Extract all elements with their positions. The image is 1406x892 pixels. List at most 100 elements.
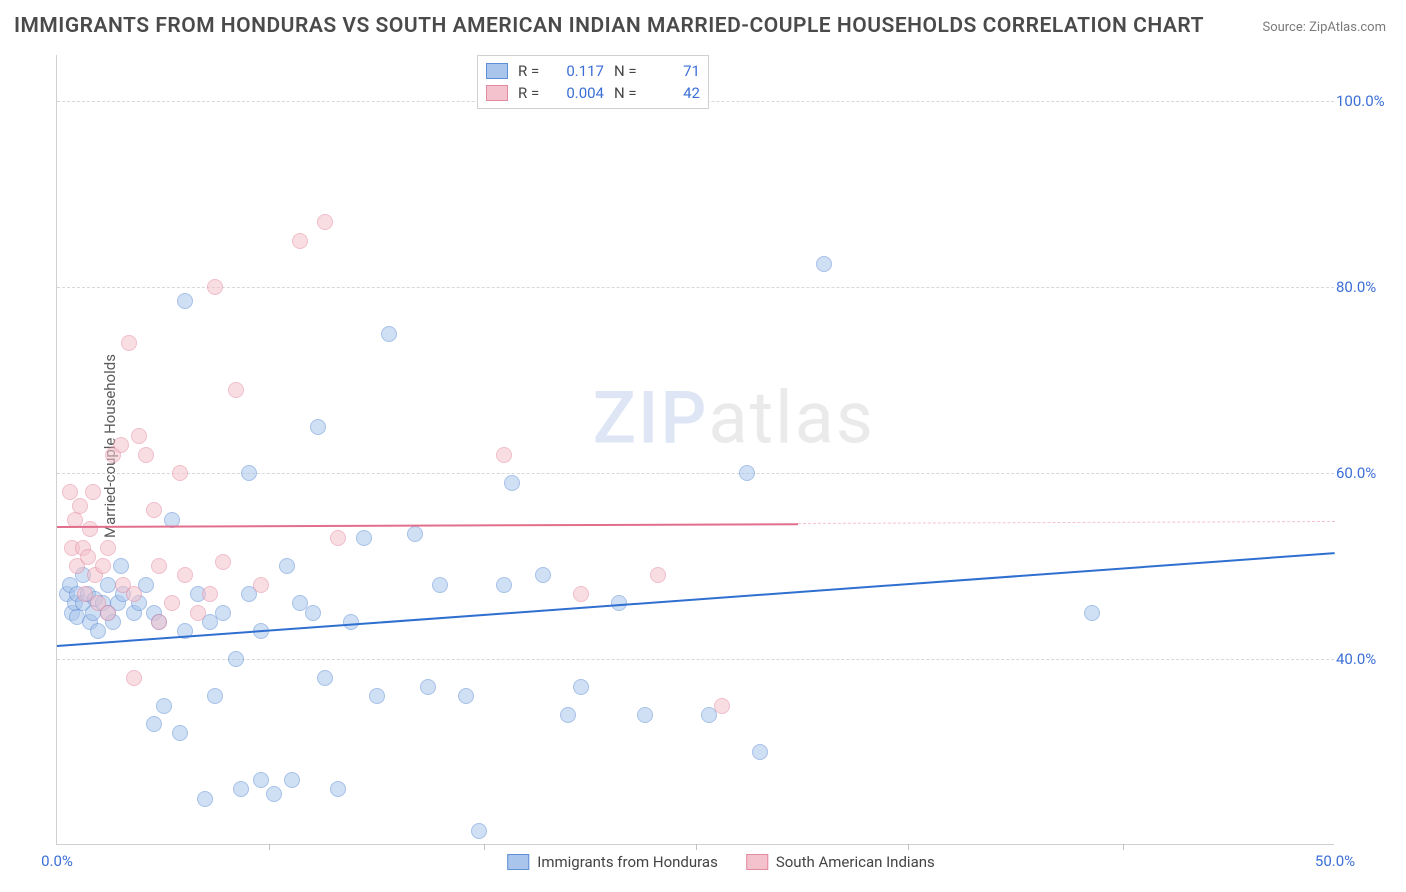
data-point	[330, 530, 346, 546]
legend-label: South American Indians	[776, 853, 935, 871]
data-point	[356, 530, 372, 546]
legend-row: R = 0.004 N = 42	[486, 82, 700, 104]
data-point	[113, 558, 129, 574]
legend-swatch	[486, 63, 508, 79]
data-point	[190, 605, 206, 621]
data-point	[1084, 605, 1100, 621]
legend-r-label: R =	[518, 82, 548, 104]
data-point	[207, 279, 223, 295]
data-point	[496, 447, 512, 463]
data-point	[207, 688, 223, 704]
data-point	[172, 465, 188, 481]
data-point	[233, 781, 249, 797]
data-point	[458, 688, 474, 704]
data-point	[138, 447, 154, 463]
data-point	[317, 214, 333, 230]
x-tick-mark	[1123, 844, 1124, 850]
data-point	[62, 484, 78, 500]
legend-swatch	[507, 854, 529, 870]
x-tick-label: 0.0%	[41, 852, 73, 870]
data-point	[131, 428, 147, 444]
legend-item: South American Indians	[746, 853, 935, 871]
data-point	[177, 293, 193, 309]
data-point	[343, 614, 359, 630]
legend-r-value: 0.117	[558, 60, 604, 82]
data-point	[305, 605, 321, 621]
data-point	[146, 502, 162, 518]
data-point	[752, 744, 768, 760]
data-point	[164, 595, 180, 611]
source-attribution: Source: ZipAtlas.com	[1262, 20, 1386, 35]
x-tick-mark	[269, 844, 270, 850]
data-point	[253, 772, 269, 788]
data-point	[637, 707, 653, 723]
watermark: ZIPatlas	[593, 375, 875, 460]
data-point	[504, 475, 520, 491]
data-point	[202, 586, 218, 602]
gridline-h	[57, 659, 1334, 660]
data-point	[172, 725, 188, 741]
data-point	[197, 791, 213, 807]
data-point	[284, 772, 300, 788]
data-point	[90, 623, 106, 639]
y-tick-label: 100.0%	[1336, 92, 1386, 110]
correlation-legend: R = 0.117 N = 71R = 0.004 N = 42	[477, 55, 709, 109]
data-point	[228, 651, 244, 667]
data-point	[126, 586, 142, 602]
legend-label: Immigrants from Honduras	[537, 853, 718, 871]
x-tick-mark	[696, 844, 697, 850]
data-point	[317, 670, 333, 686]
data-point	[100, 540, 116, 556]
legend-n-label: N =	[614, 82, 644, 104]
data-point	[381, 326, 397, 342]
data-point	[85, 484, 101, 500]
data-point	[156, 698, 172, 714]
data-point	[215, 554, 231, 570]
data-point	[215, 605, 231, 621]
data-point	[310, 419, 326, 435]
data-point	[72, 498, 88, 514]
data-point	[95, 558, 111, 574]
x-tick-mark	[908, 844, 909, 850]
data-point	[121, 335, 137, 351]
legend-n-value: 42	[654, 82, 700, 104]
legend-r-value: 0.004	[558, 82, 604, 104]
data-point	[151, 558, 167, 574]
data-point	[407, 526, 423, 542]
data-point	[292, 233, 308, 249]
y-tick-label: 60.0%	[1336, 464, 1386, 482]
legend-item: Immigrants from Honduras	[507, 853, 718, 871]
data-point	[82, 521, 98, 537]
legend-n-value: 71	[654, 60, 700, 82]
data-point	[739, 465, 755, 481]
data-point	[369, 688, 385, 704]
data-point	[432, 577, 448, 593]
series-legend: Immigrants from Honduras South American I…	[507, 853, 935, 871]
data-point	[816, 256, 832, 272]
data-point	[330, 781, 346, 797]
data-point	[560, 707, 576, 723]
data-point	[241, 465, 257, 481]
x-tick-mark	[484, 844, 485, 850]
data-point	[471, 823, 487, 839]
legend-r-label: R =	[518, 60, 548, 82]
data-point	[266, 786, 282, 802]
gridline-h	[57, 287, 1334, 288]
scatter-plot: ZIPatlas R =0.117N =71R =0.004N =42 40.0…	[56, 55, 1334, 845]
chart-title: IMMIGRANTS FROM HONDURAS VS SOUTH AMERIC…	[14, 14, 1204, 38]
data-point	[279, 558, 295, 574]
y-tick-label: 80.0%	[1336, 278, 1386, 296]
data-point	[151, 614, 167, 630]
data-point	[113, 437, 129, 453]
legend-swatch	[486, 85, 508, 101]
data-point	[496, 577, 512, 593]
trendline-extrapolated	[798, 521, 1335, 524]
data-point	[126, 670, 142, 686]
data-point	[650, 567, 666, 583]
legend-swatch	[746, 854, 768, 870]
data-point	[177, 567, 193, 583]
data-point	[100, 605, 116, 621]
data-point	[714, 698, 730, 714]
data-point	[146, 716, 162, 732]
data-point	[80, 549, 96, 565]
